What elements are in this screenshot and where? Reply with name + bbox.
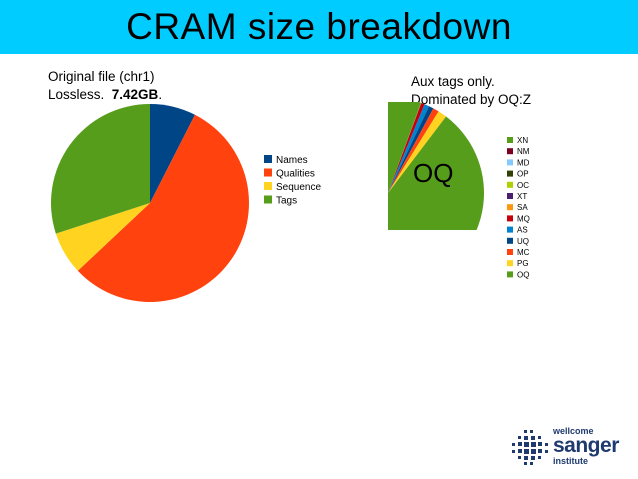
aux-tags-legend-label-uq: UQ (517, 237, 529, 246)
aux-tags-legend-label-as: AS (517, 226, 528, 235)
aux-tags-legend-swatch-xt (507, 193, 513, 199)
aux-tags-pie-slice-oc (388, 102, 422, 193)
aux-tags-pie-slice-nm (388, 102, 421, 193)
aux-tags-pie-slice-mq (388, 102, 425, 193)
file-size: 7.42GB (111, 87, 159, 102)
composition-legend-label-qualities: Qualities (276, 169, 315, 180)
aux-tags-pie (388, 102, 484, 230)
logo-institute: institute (553, 456, 588, 466)
aux-tags-legend-swatch-sa (507, 204, 513, 211)
aux-tags-pie-slice-as (388, 104, 430, 193)
composition-legend-label-tags: Tags (276, 196, 297, 207)
aux-tags-pie-slice-uq (388, 106, 434, 193)
aux-tags-legend-swatch-oc (507, 181, 513, 188)
aux-tags-legend-label-xn: XN (517, 136, 528, 145)
sanger-logo-text: wellcome sanger institute (553, 426, 619, 466)
aux-tags-legend-swatch-op (507, 170, 513, 177)
aux-tags-legend-label-op: OP (517, 170, 529, 179)
composition-legend-swatch-tags (264, 195, 272, 204)
aux-tags-legend-label-mq: MQ (517, 214, 530, 223)
sanger-logo: wellcome sanger institute (508, 426, 630, 470)
slide-title: CRAM size breakdown (126, 6, 512, 47)
aux-tags-legend-swatch-uq (507, 237, 513, 244)
aux-tags-legend-swatch-xn (507, 137, 513, 143)
aux-tags-legend-swatch-oq (507, 271, 513, 278)
aux-tags-legend-label-md: MD (517, 158, 530, 167)
period: . (158, 87, 163, 102)
slide-title-bar: CRAM size breakdown (0, 0, 638, 54)
aux-tags-pie-slice-sa (388, 102, 422, 193)
aux-tags-legend-label-oc: OC (517, 181, 529, 190)
composition-legend-label-names: Names (276, 155, 308, 166)
aux-tags-legend-label-mc: MC (517, 248, 530, 257)
aux-tags-legend-label-nm: NM (517, 147, 530, 156)
aux-tags-legend-swatch-mc (507, 249, 513, 255)
composition-pie-slice-tags (51, 104, 150, 234)
aux-tags-legend-label-xt: XT (517, 192, 527, 201)
composition-pie-slice-sequence (55, 203, 150, 271)
aux-tags-line2: Dominated by OQ:Z (411, 92, 532, 107)
original-file-line2: Lossless. 7.42GB. (48, 86, 162, 104)
aux-tags-legend-label-oq: OQ (517, 270, 529, 279)
composition-legend-label-sequence: Sequence (276, 182, 321, 193)
aux-tags-pie-slice-md (388, 102, 422, 193)
logo-wellcome: wellcome (553, 426, 594, 436)
aux-tags-legend-label-sa: SA (517, 203, 528, 212)
aux-tags-pie-slice-oq (388, 102, 484, 230)
composition-pie-slice-names (150, 104, 195, 203)
original-file-note: Original file (chr1) Lossless. 7.42GB. (48, 68, 162, 104)
aux-tags-legend-swatch-md (507, 159, 513, 166)
aux-tags-pie-slice-xn (388, 102, 421, 193)
composition-legend-swatch-qualities (264, 168, 272, 177)
aux-tags-pie-slice-xt (388, 102, 422, 193)
logo-sanger: sanger (553, 434, 619, 457)
aux-tags-legend-label-pg: PG (517, 259, 529, 268)
aux-tags-pie-slice-op (388, 102, 422, 193)
aux-tags-note: Aux tags only. Dominated by OQ:Z (411, 73, 531, 109)
original-file-line1: Original file (chr1) (48, 69, 155, 84)
composition-legend-swatch-sequence (264, 182, 272, 190)
sanger-logo-mark (512, 430, 548, 465)
aux-tags-legend-swatch-as (507, 226, 513, 233)
composition-pie-slice-qualities (77, 114, 249, 302)
aux-tags-pie-slice-mc (388, 108, 439, 193)
lossless-text: Lossless. (48, 87, 112, 102)
aux-tags-annotation: OQ (413, 158, 453, 188)
aux-tags-line1: Aux tags only. (411, 74, 495, 89)
aux-tags-legend-swatch-mq (507, 215, 513, 222)
aux-tags-legend-swatch-pg (507, 260, 513, 267)
aux-tags-legend-swatch-nm (507, 148, 513, 155)
aux-tags-pie-slice-pg (388, 111, 447, 193)
composition-legend-swatch-names (264, 155, 272, 163)
